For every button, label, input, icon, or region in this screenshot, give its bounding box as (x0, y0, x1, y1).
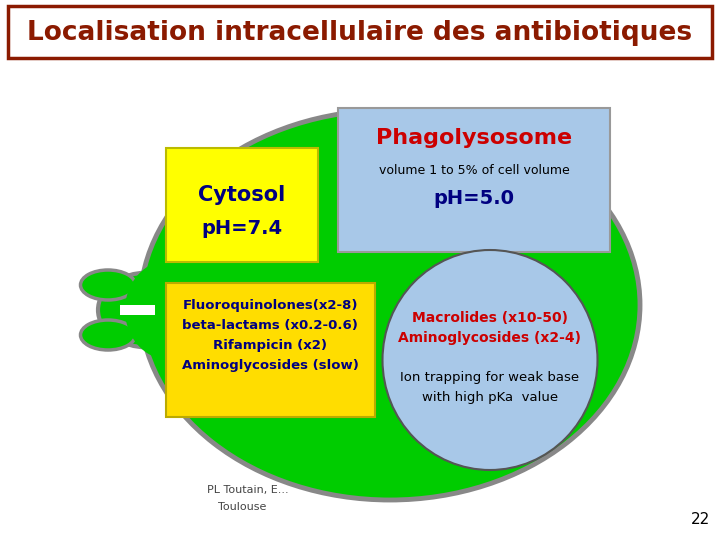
Text: PL Toutain, E...: PL Toutain, E... (207, 485, 289, 495)
Text: Rifampicin (x2): Rifampicin (x2) (213, 339, 327, 352)
Ellipse shape (382, 250, 598, 470)
Ellipse shape (140, 110, 640, 500)
Text: pH=5.0: pH=5.0 (433, 188, 515, 207)
Ellipse shape (81, 270, 135, 300)
Text: Phagolysosome: Phagolysosome (376, 128, 572, 148)
Text: with high pKa  value: with high pKa value (422, 392, 558, 404)
Text: Ion trapping for weak base: Ion trapping for weak base (400, 372, 580, 384)
FancyBboxPatch shape (338, 108, 610, 252)
Text: Toulouse: Toulouse (218, 502, 266, 512)
Bar (120, 305, 155, 315)
Text: Fluoroquinolones(x2-8): Fluoroquinolones(x2-8) (182, 299, 358, 312)
FancyBboxPatch shape (166, 148, 318, 262)
Text: 22: 22 (690, 512, 710, 528)
FancyBboxPatch shape (8, 6, 712, 58)
Text: Cytosol: Cytosol (199, 185, 286, 205)
Ellipse shape (81, 320, 135, 350)
Ellipse shape (125, 260, 215, 360)
Text: pH=7.4: pH=7.4 (202, 219, 282, 238)
Text: Aminoglycosides (slow): Aminoglycosides (slow) (181, 359, 359, 372)
Text: Macrolides (x10-50): Macrolides (x10-50) (412, 311, 568, 325)
Text: beta-lactams (x0.2-0.6): beta-lactams (x0.2-0.6) (182, 319, 358, 332)
FancyBboxPatch shape (166, 283, 375, 417)
Text: Localisation intracellulaire des antibiotiques: Localisation intracellulaire des antibio… (27, 20, 693, 46)
Text: volume 1 to 5% of cell volume: volume 1 to 5% of cell volume (379, 164, 570, 177)
Text: Aminoglycosides (x2-4): Aminoglycosides (x2-4) (398, 331, 582, 345)
Ellipse shape (98, 273, 198, 348)
